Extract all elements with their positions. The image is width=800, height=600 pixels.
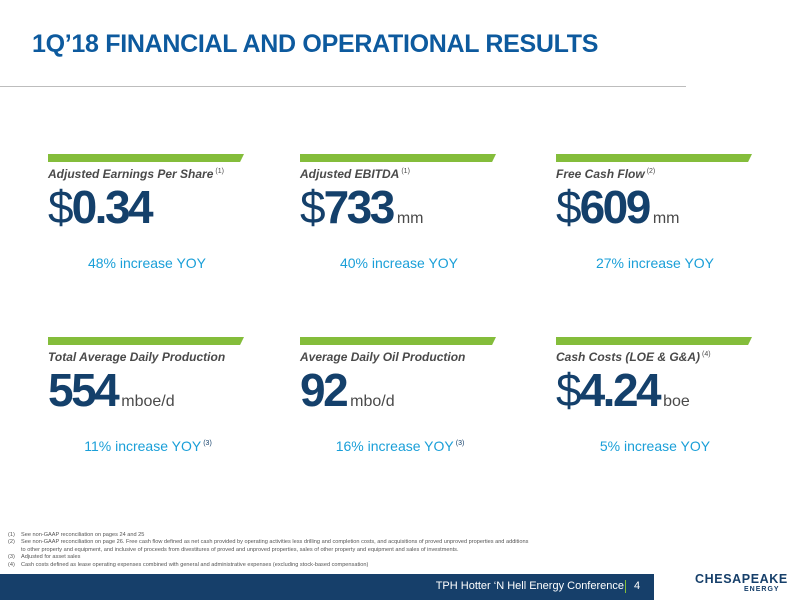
metric-card-eps: Adjusted Earnings Per Share (1) $ 0.34 48… [48,154,248,279]
metric-footnote-ref: (4) [702,351,711,358]
page-number: 4 [634,580,641,592]
metric-currency: $ [48,181,74,233]
metric-footnote-ref: (2) [646,168,656,175]
metric-card-ebitda: Adjusted EBITDA (1) $ 733 mm 40% increase… [300,154,500,279]
metric-change: 11% increase YOY (3) [84,438,212,454]
company-logo: CHESAPEAKE ENERGY [695,570,795,598]
metric-value: $ 609 mm [556,184,680,230]
metric-accent-bar [48,337,244,345]
metric-footnote-ref: (1) [401,168,410,175]
metric-unit: mboe/d [121,393,175,410]
metric-currency: $ [556,364,582,416]
metric-number: 733 [323,181,396,233]
footer-conference-name: TPH Hotter ‘N Hell Energy Conference [435,580,624,592]
title-divider [0,86,686,87]
metric-currency: $ [556,181,582,233]
metric-footnote-ref: (1) [215,168,224,175]
metric-unit: mm [652,210,680,227]
logo-wordmark: CHESAPEAKE [695,572,788,586]
metric-card-free-cash-flow: Free Cash Flow (2) $ 609 mm 27% increase … [556,154,756,279]
metric-accent-bar [300,337,496,345]
metric-change: 16% increase YOY (3) [335,438,465,454]
metric-value: $ 733 mm [300,184,424,230]
metric-accent-bar [556,154,752,162]
footnote-1: (1) See non-GAAP reconciliation on pages … [8,532,145,538]
metric-label: Average Daily Oil Production [300,350,466,364]
metric-change: 48% increase YOY [87,255,207,271]
metric-accent-bar [556,337,752,345]
metric-number: 554 [48,364,120,416]
metric-number: 609 [579,181,652,233]
metric-value: $ 4.24 boe [556,367,690,413]
metric-value: 554 mboe/d [48,367,175,413]
metric-unit: boe [663,393,690,410]
metric-label: Cash Costs (LOE & G&A) (4) [556,350,711,364]
metric-unit: mbo/d [350,393,395,410]
page-title: 1Q’18 FINANCIAL AND OPERATIONAL RESULTS [32,30,599,58]
metric-number: 4.24 [579,364,662,416]
footnote-4: (4) Cash costs defined as lease operating… [8,561,369,568]
footer-divider [625,580,626,593]
footer-bar [0,574,654,600]
metric-label: Adjusted EBITDA (1) [300,167,410,181]
metric-value: $ 0.34 [48,184,155,230]
metric-change: 40% increase YOY [339,255,459,271]
metric-label: Total Average Daily Production [48,350,226,364]
footnote-2: (2) See non-GAAP reconciliation on page 2… [8,539,529,546]
metric-label: Adjusted Earnings Per Share (1) [48,167,224,181]
metric-card-oil-production: Average Daily Oil Production 92 mbo/d 16… [300,337,500,462]
metric-card-total-production: Total Average Daily Production 554 mboe/… [48,337,248,462]
footnote-2-continued: to other property and equipment, and inc… [21,546,459,553]
metric-change: 5% increase YOY [599,438,711,454]
metric-card-cash-costs: Cash Costs (LOE & G&A) (4) $ 4.24 boe 5% … [556,337,756,462]
metric-accent-bar [300,154,496,162]
metric-label: Free Cash Flow (2) [556,167,656,181]
metric-value: 92 mbo/d [300,367,395,413]
footnotes: (1) See non-GAAP reconciliation on pages … [8,532,688,569]
metric-number: 92 [300,364,349,416]
metric-unit: mm [396,210,424,227]
metric-accent-bar [48,154,244,162]
metric-change: 27% increase YOY [595,255,715,271]
metric-currency: $ [300,181,326,233]
logo-subtitle: ENERGY [744,586,780,593]
footnote-3: (3) Adjusted for asset sales [8,554,81,561]
metric-number: 0.34 [71,181,154,233]
